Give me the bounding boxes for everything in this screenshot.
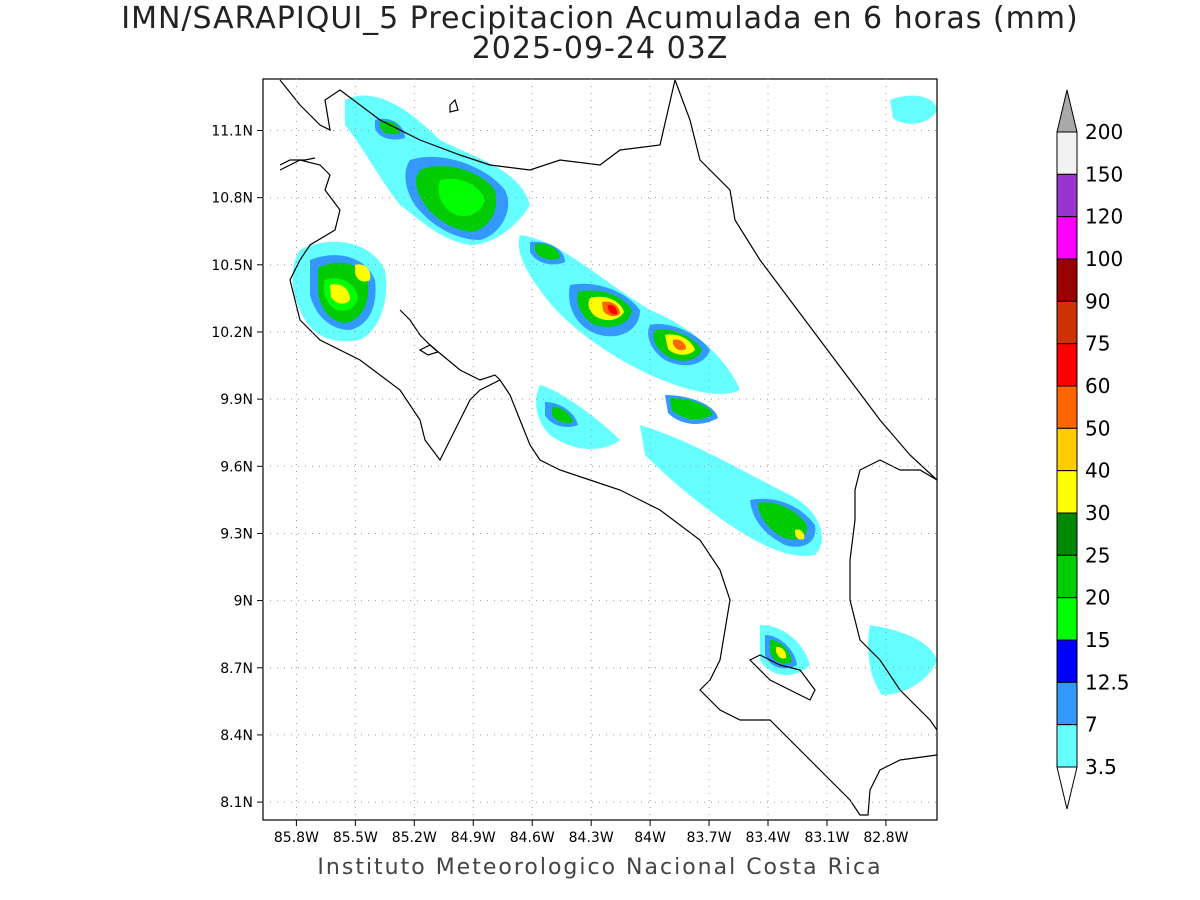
lon-tick-label: 84.6W bbox=[510, 830, 555, 846]
lon-tick-label: 85.8W bbox=[274, 830, 319, 846]
legend-label: 120 bbox=[1085, 205, 1123, 229]
precipitation-field bbox=[292, 95, 937, 695]
lon-tick-label: 82.8W bbox=[863, 830, 908, 846]
legend-label: 150 bbox=[1085, 162, 1123, 186]
legend-swatch bbox=[1056, 173, 1078, 218]
legend-label: 40 bbox=[1085, 459, 1110, 483]
legend-underflow-triangle bbox=[1056, 766, 1078, 810]
legend-label: 200 bbox=[1085, 120, 1123, 144]
lon-tick-label: 83.1W bbox=[804, 830, 849, 846]
footer-credit: Instituto Meteorologico Nacional Costa R… bbox=[317, 855, 883, 880]
legend-swatch bbox=[1056, 597, 1078, 641]
legend-label: 15 bbox=[1085, 628, 1110, 652]
legend-swatch bbox=[1056, 512, 1078, 556]
lat-tick-label: 9.6N bbox=[220, 459, 253, 475]
legend-swatch bbox=[1056, 470, 1078, 514]
legend-label: 75 bbox=[1085, 332, 1110, 356]
rain-cell-east bbox=[868, 625, 937, 695]
legend-swatch bbox=[1056, 639, 1078, 683]
lon-tick-label: 85.2W bbox=[392, 830, 437, 846]
lat-tick-label: 8.7N bbox=[220, 661, 253, 677]
legend-label: 7 bbox=[1085, 713, 1098, 737]
lat-tick-label: 10.8N bbox=[211, 191, 253, 207]
legend-label: 20 bbox=[1085, 586, 1110, 610]
legend-label: 60 bbox=[1085, 374, 1110, 398]
legend-swatch bbox=[1056, 724, 1078, 768]
chart-subtitle: 2025-09-24 03Z bbox=[471, 31, 729, 66]
legend-label: 25 bbox=[1085, 543, 1110, 567]
rain-cell-mid bbox=[536, 385, 620, 450]
legend-label: 90 bbox=[1085, 289, 1110, 313]
plot-frame bbox=[262, 78, 938, 821]
legend-swatch bbox=[1056, 427, 1078, 472]
lat-tick-label: 9.9N bbox=[220, 392, 253, 408]
chart-title: IMN/SARAPIQUI_5 Precipitacion Acumulada … bbox=[121, 1, 1079, 36]
legend-label: 3.5 bbox=[1085, 755, 1117, 779]
lat-tick-label: 9.3N bbox=[220, 526, 253, 542]
legend-swatch bbox=[1056, 681, 1078, 726]
lon-tick-label: 83.7W bbox=[687, 830, 732, 846]
lat-tick-label: 10.5N bbox=[211, 258, 253, 274]
legend-overflow-triangle bbox=[1056, 89, 1078, 133]
lon-tick-label: 84.9W bbox=[451, 830, 496, 846]
latitude-axis: 11.1N 10.8N 10.5N 10.2N 9.9N 9.6N 9.3N 9N 8.7N 8.… bbox=[211, 123, 263, 811]
rain-band-ne bbox=[890, 95, 937, 124]
lon-tick-label: 84.3W bbox=[569, 830, 614, 846]
longitude-axis: 85.8W 85.5W 85.2W 84.9W 84.6W 84.3W 84W 83.7W 83… bbox=[274, 820, 909, 846]
lon-tick-label: 84W bbox=[634, 830, 666, 846]
legend-label: 30 bbox=[1085, 501, 1110, 525]
legend-swatch bbox=[1056, 385, 1078, 429]
lat-tick-label: 10.2N bbox=[211, 325, 253, 341]
color-legend: 200 150 120 100 90 75 60 50 40 30 25 20 15 12.5 7 3.5 bbox=[1056, 89, 1130, 810]
legend-label: 50 bbox=[1085, 416, 1110, 440]
legend-label: 100 bbox=[1085, 247, 1123, 271]
legend-swatch bbox=[1056, 300, 1078, 345]
lat-tick-label: 8.4N bbox=[220, 728, 253, 744]
lon-tick-label: 85.5W bbox=[333, 830, 378, 846]
legend-swatch bbox=[1056, 343, 1078, 387]
legend-swatch bbox=[1056, 258, 1078, 302]
legend-swatch bbox=[1056, 216, 1078, 260]
legend-label: 12.5 bbox=[1085, 670, 1130, 694]
coastline-borders bbox=[279, 79, 937, 816]
lon-tick-label: 83.4W bbox=[746, 830, 791, 846]
lat-tick-label: 9N bbox=[234, 594, 253, 610]
legend-swatch bbox=[1056, 554, 1078, 599]
lat-tick-label: 8.1N bbox=[220, 795, 253, 811]
legend-swatch bbox=[1056, 131, 1078, 175]
lat-tick-label: 11.1N bbox=[211, 123, 253, 139]
grid-lines bbox=[263, 79, 937, 820]
